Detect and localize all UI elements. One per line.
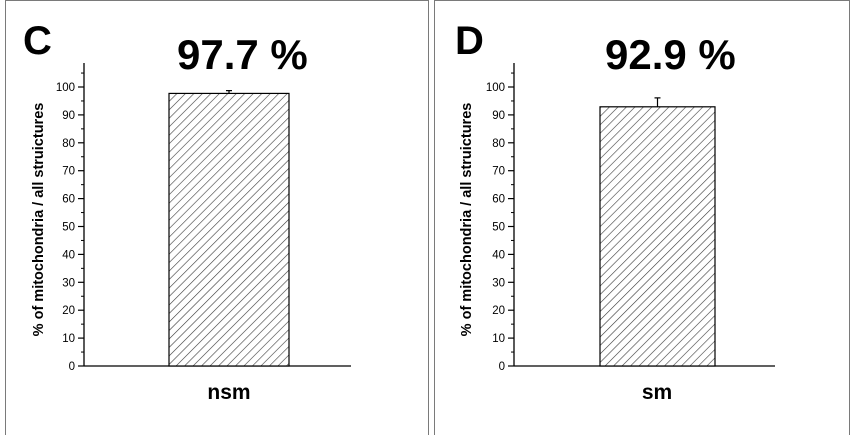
- bar-chart-d: 0 10 20 30 40 50 60 70 80 90 100 sm % of mitochondri…: [459, 63, 775, 404]
- x-category-label: sm: [642, 381, 672, 404]
- y-tick-label: 80: [492, 138, 505, 150]
- y-tick-label: 20: [492, 305, 505, 317]
- bar: [599, 106, 716, 367]
- y-tick-label: 90: [492, 110, 505, 122]
- panel-headline: 97.7 %: [177, 31, 308, 78]
- x-category-label: nsm: [207, 381, 250, 404]
- panel-c: C 97.7 % 0 10 20 30 40 50 60 70 80 90 100 nsm % of m…: [5, 0, 429, 435]
- y-tick-label: 60: [62, 194, 75, 206]
- y-tick-label: 90: [62, 110, 75, 122]
- y-tick-label: 20: [62, 305, 75, 317]
- y-tick-label: 80: [62, 138, 75, 150]
- bar: [168, 92, 290, 367]
- y-tick-label: 100: [486, 82, 505, 94]
- y-tick-label: 10: [492, 333, 505, 345]
- panel-headline: 92.9 %: [605, 31, 736, 78]
- y-axis-label: % of mitochondria / all struictures: [459, 103, 475, 337]
- y-tick-label: 100: [56, 82, 75, 94]
- panel-letter: D: [455, 19, 484, 63]
- y-tick-label: 40: [62, 249, 75, 261]
- y-tick-label: 60: [492, 194, 505, 206]
- y-axis-label: % of mitochondria / all struictures: [31, 103, 47, 337]
- y-tick-label: 30: [62, 277, 75, 289]
- y-tick-label: 10: [62, 333, 75, 345]
- panel-d: D 92.9 % 0 10 20 30 40 50 60 70 80 90 100 sm % of mi…: [434, 0, 850, 435]
- y-tick-label: 70: [62, 166, 75, 178]
- panel-letter: C: [23, 19, 52, 63]
- y-tick-label: 0: [69, 361, 75, 373]
- y-tick-label: 50: [492, 222, 505, 234]
- bar-chart-c: 0 10 20 30 40 50 60 70 80 90 100 nsm % of mitochondr…: [31, 63, 351, 404]
- y-tick-label: 50: [62, 222, 75, 234]
- y-tick-label: 0: [499, 361, 505, 373]
- y-tick-label: 70: [492, 166, 505, 178]
- y-tick-label: 40: [492, 249, 505, 261]
- y-tick-label: 30: [492, 277, 505, 289]
